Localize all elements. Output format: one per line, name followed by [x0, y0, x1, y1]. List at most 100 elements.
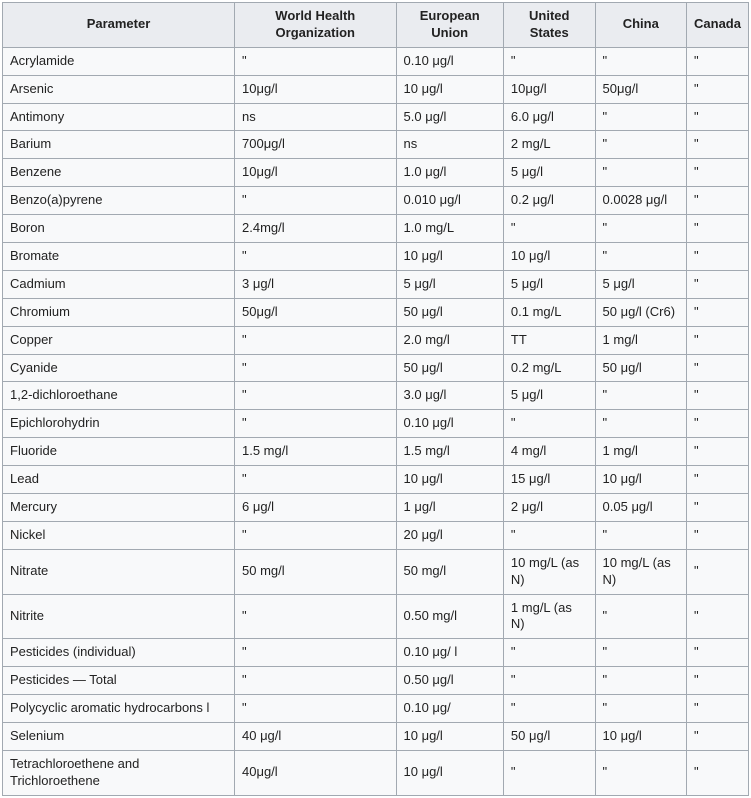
value-cell: 50 μg/l — [595, 354, 686, 382]
value-cell: " — [595, 750, 686, 795]
value-cell: 5 μg/l — [595, 270, 686, 298]
value-cell: 0.2 μg/l — [503, 187, 595, 215]
table-row: Pesticides — Total"0.50 μg/l""" — [3, 667, 749, 695]
value-cell: " — [687, 270, 749, 298]
value-cell: " — [235, 594, 397, 639]
table-row: Tetrachloroethene and Trichloroethene40μ… — [3, 750, 749, 795]
table-row: Boron2.4mg/l1.0 mg/L""" — [3, 215, 749, 243]
table-row: Cyanide"50 μg/l0.2 mg/L50 μg/l" — [3, 354, 749, 382]
value-cell: 0.10 μg/l — [396, 47, 503, 75]
value-cell: 6 μg/l — [235, 494, 397, 522]
value-cell: " — [595, 639, 686, 667]
value-cell: 5 μg/l — [503, 270, 595, 298]
value-cell: " — [687, 187, 749, 215]
value-cell: 10 mg/L (as N) — [595, 549, 686, 594]
value-cell: 1 mg/L (as N) — [503, 594, 595, 639]
value-cell: " — [503, 667, 595, 695]
value-cell: " — [235, 521, 397, 549]
value-cell: " — [687, 103, 749, 131]
value-cell: " — [687, 47, 749, 75]
col-canada: Canada — [687, 3, 749, 48]
value-cell: 50 μg/l — [396, 354, 503, 382]
value-cell: 3 μg/l — [235, 270, 397, 298]
parameter-cell: Nitrite — [3, 594, 235, 639]
value-cell: " — [687, 382, 749, 410]
table-row: Acrylamide"0.10 μg/l""" — [3, 47, 749, 75]
value-cell: 0.50 μg/l — [396, 667, 503, 695]
value-cell: 1 mg/l — [595, 438, 686, 466]
value-cell: " — [235, 187, 397, 215]
col-who: World Health Organization — [235, 3, 397, 48]
table-row: Nitrite"0.50 mg/l1 mg/L (as N)"" — [3, 594, 749, 639]
value-cell: 2.4mg/l — [235, 215, 397, 243]
col-eu: European Union — [396, 3, 503, 48]
value-cell: " — [687, 159, 749, 187]
table-row: Benzo(a)pyrene"0.010 μg/l0.2 μg/l0.0028 … — [3, 187, 749, 215]
parameter-cell: 1,2-dichloroethane — [3, 382, 235, 410]
parameter-cell: Epichlorohydrin — [3, 410, 235, 438]
value-cell: " — [687, 750, 749, 795]
value-cell: " — [503, 215, 595, 243]
value-cell: 10 μg/l — [595, 466, 686, 494]
value-cell: " — [687, 298, 749, 326]
value-cell: " — [503, 47, 595, 75]
value-cell: 15 μg/l — [503, 466, 595, 494]
col-us: United States — [503, 3, 595, 48]
value-cell: 1 mg/l — [595, 326, 686, 354]
value-cell: " — [235, 695, 397, 723]
value-cell: 10 μg/l — [396, 723, 503, 751]
value-cell: " — [595, 382, 686, 410]
value-cell: 2 mg/L — [503, 131, 595, 159]
value-cell: " — [687, 438, 749, 466]
value-cell: 20 μg/l — [396, 521, 503, 549]
value-cell: 5 μg/l — [503, 159, 595, 187]
table-row: Copper"2.0 mg/lTT1 mg/l" — [3, 326, 749, 354]
parameter-cell: Mercury — [3, 494, 235, 522]
value-cell: " — [595, 667, 686, 695]
value-cell: " — [687, 639, 749, 667]
table-row: Selenium40 μg/l10 μg/l50 μg/l10 μg/l" — [3, 723, 749, 751]
value-cell: 1.5 mg/l — [396, 438, 503, 466]
value-cell: 0.0028 μg/l — [595, 187, 686, 215]
table-row: Nickel"20 μg/l""" — [3, 521, 749, 549]
parameter-cell: Lead — [3, 466, 235, 494]
value-cell: 50 mg/l — [235, 549, 397, 594]
parameter-cell: Arsenic — [3, 75, 235, 103]
parameter-cell: Acrylamide — [3, 47, 235, 75]
value-cell: " — [503, 639, 595, 667]
col-parameter: Parameter — [3, 3, 235, 48]
parameter-cell: Fluoride — [3, 438, 235, 466]
value-cell: 10 μg/l — [595, 723, 686, 751]
value-cell: ns — [396, 131, 503, 159]
value-cell: 50 mg/l — [396, 549, 503, 594]
value-cell: 0.10 μg/l — [396, 410, 503, 438]
table-row: Nitrate50 mg/l50 mg/l10 mg/L (as N)10 mg… — [3, 549, 749, 594]
value-cell: " — [235, 667, 397, 695]
value-cell: " — [687, 494, 749, 522]
value-cell: 10 μg/l — [396, 75, 503, 103]
value-cell: 700μg/l — [235, 131, 397, 159]
value-cell: 10 μg/l — [396, 750, 503, 795]
table-row: Antimonyns5.0 μg/l6.0 μg/l"" — [3, 103, 749, 131]
value-cell: 50μg/l — [595, 75, 686, 103]
value-cell: " — [595, 594, 686, 639]
value-cell: " — [235, 326, 397, 354]
value-cell: " — [595, 695, 686, 723]
value-cell: " — [235, 354, 397, 382]
table-body: Acrylamide"0.10 μg/l"""Arsenic10μg/l10 μ… — [3, 47, 749, 795]
parameter-cell: Boron — [3, 215, 235, 243]
table-row: 1,2-dichloroethane"3.0 μg/l5 μg/l"" — [3, 382, 749, 410]
value-cell: " — [595, 131, 686, 159]
value-cell: " — [687, 326, 749, 354]
value-cell: " — [687, 521, 749, 549]
table-row: Chromium50μg/l50 μg/l0.1 mg/L50 μg/l (Cr… — [3, 298, 749, 326]
value-cell: 10 μg/l — [503, 243, 595, 271]
value-cell: 5 μg/l — [503, 382, 595, 410]
parameter-cell: Benzo(a)pyrene — [3, 187, 235, 215]
value-cell: " — [687, 723, 749, 751]
value-cell: 1 μg/l — [396, 494, 503, 522]
parameter-cell: Pesticides — Total — [3, 667, 235, 695]
value-cell: 5 μg/l — [396, 270, 503, 298]
value-cell: " — [503, 695, 595, 723]
value-cell: 10μg/l — [235, 159, 397, 187]
